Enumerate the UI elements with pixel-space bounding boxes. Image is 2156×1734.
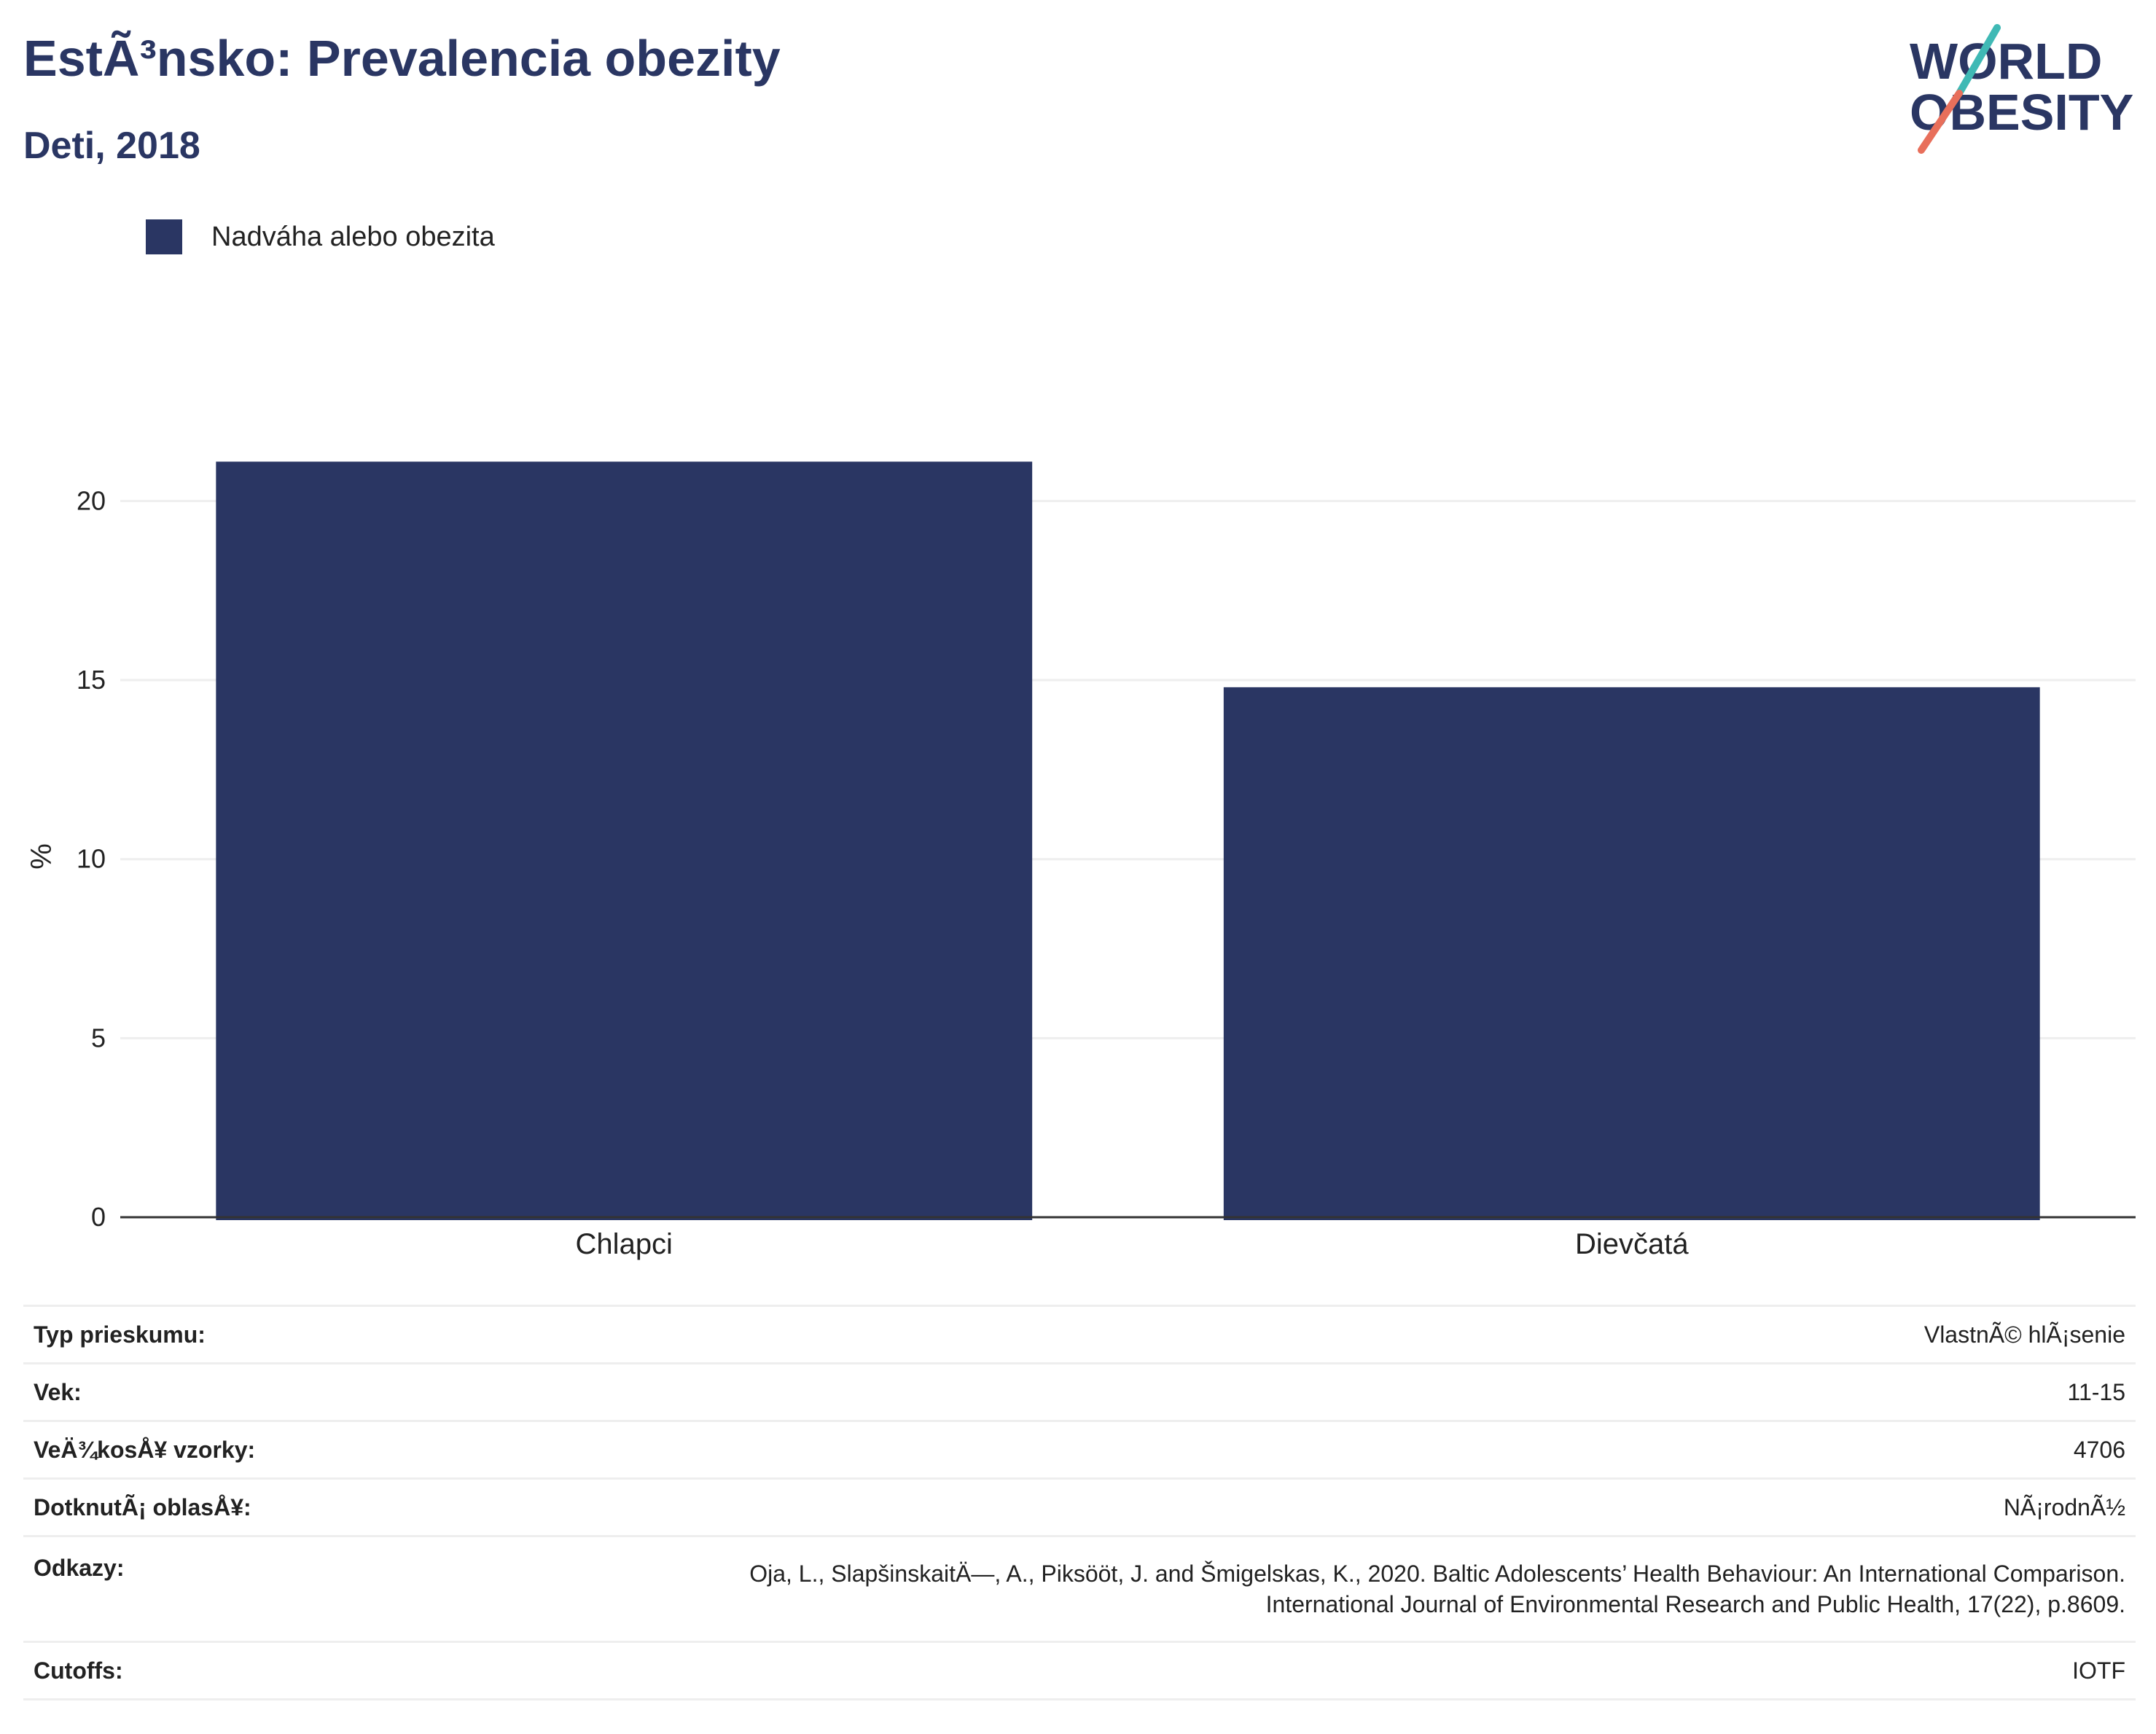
y-tick-label: 15 (77, 665, 106, 695)
info-row-cutoffs: Cutoffs: IOTF (23, 1641, 2136, 1700)
info-row-survey-type: Typ prieskumu: VlastnÃ© hlÃ¡senie (23, 1305, 2136, 1364)
y-tick-label: 0 (91, 1202, 106, 1232)
chart-subtitle: Deti, 2018 (23, 125, 200, 167)
reference-line-1: Oja, L., SlapšinskaitÄ—, A., Piksööt, J.… (749, 1561, 2125, 1587)
info-value: IOTF (554, 1641, 2136, 1700)
info-row-sample-size: VeÄ¾kosÅ¥ vzorky: 4706 (23, 1420, 2136, 1480)
survey-info-table: Typ prieskumu: VlastnÃ© hlÃ¡senie Vek: 1… (23, 1305, 2136, 1700)
info-label: Typ prieskumu: (23, 1305, 554, 1364)
y-tick-labels: 0 5 10 15 20 (77, 485, 106, 1232)
chart-title: EstÃ³nsko: Prevalencia obezity (23, 30, 781, 87)
y-tick-label: 10 (77, 844, 106, 874)
logo-slash-bottom (1918, 90, 1963, 154)
info-label: VeÄ¾kosÅ¥ vzorky: (23, 1420, 554, 1480)
reference-line-2: International Journal of Environmental R… (1265, 1591, 2125, 1617)
info-row-area: DotknutÃ¡ oblasÅ¥: NÃ¡rodnÃ½ (23, 1477, 2136, 1537)
info-value: VlastnÃ© hlÃ¡senie (554, 1305, 2136, 1364)
info-label: Cutoffs: (23, 1641, 554, 1700)
x-category-label: Chlapci (576, 1228, 673, 1260)
x-category-label: Dievčatá (1575, 1228, 1689, 1260)
info-value: NÃ¡rodnÃ½ (554, 1477, 2136, 1537)
bar-chart: 0 5 10 15 20 Chlapci Dievčatá % (26, 461, 2136, 1260)
info-value: 4706 (554, 1420, 2136, 1480)
x-category-labels: Chlapci Dievčatá (576, 1228, 1690, 1260)
logo-slash-top (1956, 24, 2001, 97)
info-row-references: Odkazy: Oja, L., SlapšinskaitÄ—, A., Pik… (23, 1535, 2136, 1643)
bar (1223, 687, 2040, 1220)
info-value-references: Oja, L., SlapšinskaitÄ—, A., Piksööt, J.… (554, 1535, 2136, 1643)
info-label: DotknutÃ¡ oblasÅ¥: (23, 1477, 554, 1537)
chart-legend: Nadváha alebo obezita (146, 219, 495, 255)
world-obesity-logo: WORLD OBESITY (1910, 24, 2133, 154)
legend-label: Nadváha alebo obezita (211, 221, 495, 252)
info-label: Vek: (23, 1362, 554, 1422)
legend-swatch (146, 219, 182, 254)
info-value: 11-15 (554, 1362, 2136, 1422)
info-row-age: Vek: 11-15 (23, 1362, 2136, 1422)
logo-line-1: WORLD (1910, 33, 2102, 90)
bars (216, 461, 2040, 1220)
y-axis-label: % (26, 843, 58, 870)
y-tick-label: 20 (77, 485, 106, 515)
info-label: Odkazy: (23, 1535, 554, 1643)
y-tick-label: 5 (91, 1023, 106, 1052)
bar (216, 461, 1033, 1220)
